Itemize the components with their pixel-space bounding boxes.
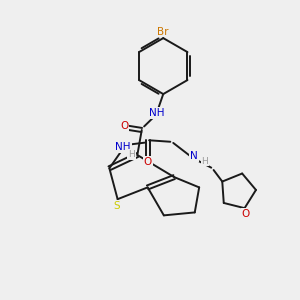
Text: N: N (190, 152, 198, 161)
Text: S: S (113, 201, 120, 211)
Text: H: H (201, 157, 208, 166)
Text: O: O (241, 209, 250, 219)
Text: O: O (120, 121, 128, 131)
Text: O: O (143, 157, 152, 167)
Text: H: H (128, 150, 135, 159)
Text: Br: Br (158, 27, 169, 37)
Text: NH: NH (116, 142, 131, 152)
Text: NH: NH (149, 108, 164, 118)
